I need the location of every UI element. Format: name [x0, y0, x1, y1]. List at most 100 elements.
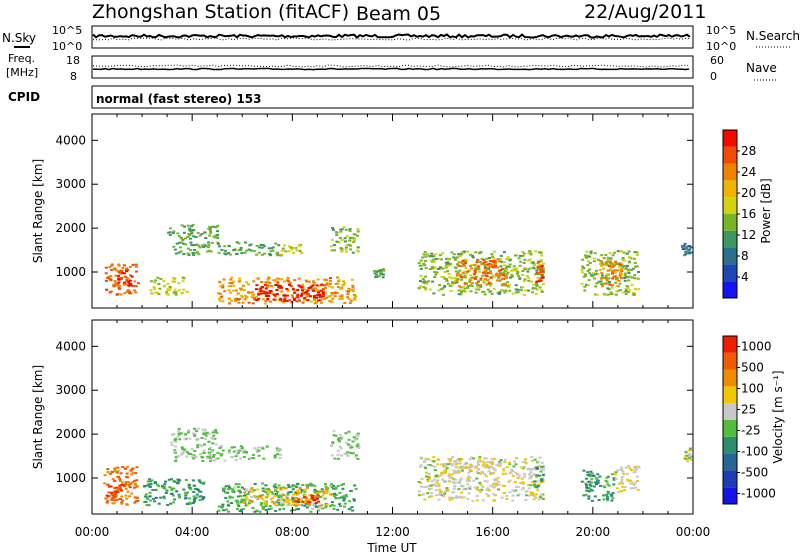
- data-cell: [166, 282, 170, 285]
- data-cell: [203, 443, 207, 446]
- data-cell: [521, 254, 525, 257]
- data-cell: [243, 251, 247, 254]
- data-cell: [218, 281, 222, 284]
- data-cell: [168, 486, 172, 489]
- data-cell: [172, 278, 176, 281]
- data-cell: [171, 494, 175, 497]
- data-cell: [466, 483, 470, 486]
- data-cell: [198, 480, 202, 483]
- data-cell: [625, 472, 629, 475]
- data-cell: [611, 254, 615, 257]
- data-cell: [116, 466, 120, 469]
- data-cell: [196, 444, 200, 447]
- data-cell: [149, 482, 153, 485]
- data-cell: [604, 275, 608, 278]
- date-title: 22/Aug/2011: [584, 1, 706, 23]
- data-cell: [445, 467, 449, 470]
- data-cell: [104, 497, 108, 500]
- data-cell: [632, 483, 636, 486]
- data-cell: [493, 469, 497, 472]
- data-cell: [453, 460, 457, 462]
- data-cell: [342, 497, 346, 500]
- data-cell: [339, 287, 343, 290]
- data-cell: [611, 473, 615, 476]
- data-cell: [316, 294, 320, 297]
- data-cell: [296, 289, 300, 292]
- data-cell: [421, 278, 425, 280]
- data-cell: [251, 507, 255, 509]
- data-cell: [184, 450, 188, 453]
- data-cell: [344, 248, 348, 251]
- nave-tick-bottom: 0: [710, 70, 717, 83]
- data-cell: [123, 275, 127, 278]
- data-cell: [614, 471, 618, 474]
- data-cell: [118, 484, 122, 487]
- data-cell: [428, 288, 432, 291]
- data-cell: [585, 250, 589, 253]
- data-cell: [492, 493, 496, 496]
- data-cell: [487, 282, 491, 285]
- data-cell: [177, 428, 181, 430]
- data-cell: [592, 260, 596, 263]
- colorbar-tick-label: 8: [741, 249, 749, 263]
- data-cell: [352, 238, 356, 241]
- data-cell: [627, 465, 631, 467]
- data-cell: [249, 488, 253, 491]
- data-cell: [618, 263, 622, 266]
- data-cell: [524, 289, 527, 292]
- data-cell: [259, 290, 263, 293]
- data-cell: [485, 480, 489, 483]
- data-cell: [610, 262, 614, 265]
- data-cell: [134, 291, 138, 294]
- data-cell: [198, 499, 202, 501]
- data-cell: [535, 280, 539, 283]
- data-cell: [529, 471, 533, 474]
- data-cell: [590, 472, 594, 475]
- data-cell: [594, 285, 598, 288]
- data-cell: [229, 278, 233, 281]
- data-cell: [152, 497, 156, 500]
- data-cell: [125, 497, 129, 500]
- data-cell: [523, 267, 527, 269]
- data-cell: [312, 281, 316, 284]
- data-cell: [485, 275, 489, 277]
- data-cell: [633, 261, 637, 264]
- data-cell: [536, 460, 540, 463]
- data-cell: [519, 289, 523, 292]
- data-cell: [315, 497, 319, 500]
- data-cell: [430, 480, 434, 483]
- data-cell: [621, 470, 625, 473]
- data-cell: [296, 296, 300, 299]
- data-cell: [375, 270, 379, 273]
- data-cell: [308, 501, 312, 504]
- data-cell: [178, 241, 182, 244]
- data-cell: [589, 274, 593, 277]
- data-cell: [353, 293, 356, 296]
- data-cell: [417, 262, 421, 265]
- data-cell: [524, 458, 528, 461]
- data-cell: [460, 265, 464, 268]
- data-cell: [443, 277, 447, 280]
- data-cell: [688, 245, 692, 248]
- data-cell: [468, 279, 472, 282]
- data-cell: [331, 493, 334, 496]
- data-cell: [212, 459, 216, 462]
- data-cell: [541, 269, 545, 272]
- data-cell: [331, 297, 335, 300]
- data-cell: [417, 286, 421, 289]
- data-cell: [532, 283, 536, 286]
- data-cell: [277, 244, 281, 247]
- data-cell: [538, 465, 541, 468]
- data-cell: [336, 276, 340, 279]
- data-cell: [260, 502, 264, 504]
- data-cell: [425, 282, 429, 285]
- data-cell: [313, 299, 316, 301]
- data-cell: [314, 502, 318, 505]
- data-cell: [433, 266, 437, 269]
- data-cell: [475, 499, 479, 502]
- data-cell: [287, 250, 291, 253]
- data-cell: [472, 457, 476, 460]
- data-cell: [534, 293, 538, 295]
- data-cell: [466, 497, 470, 500]
